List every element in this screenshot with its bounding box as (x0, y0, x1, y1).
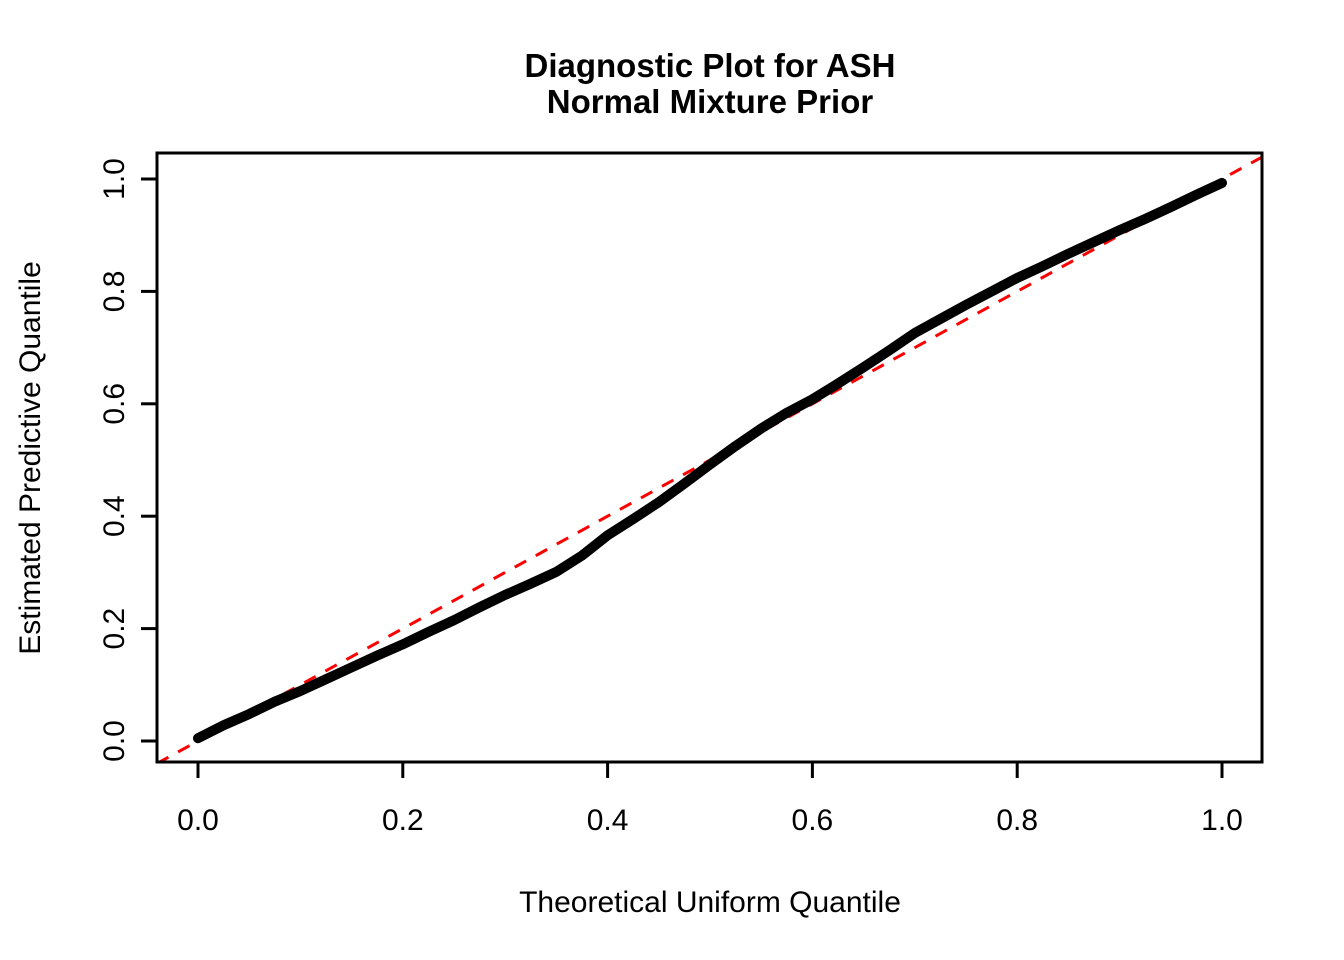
x-tick-label: 0.8 (996, 804, 1038, 837)
quantile-curve-group (193, 177, 1227, 744)
x-tick-label: 0.0 (177, 804, 219, 837)
quantile-curve (193, 177, 1227, 744)
x-tick-label: 0.6 (792, 804, 834, 837)
y-tick-label: 0.0 (98, 720, 131, 762)
y-tick-label: 0.2 (98, 608, 131, 650)
x-tick-label: 1.0 (1201, 804, 1243, 837)
x-axis-label: Theoretical Uniform Quantile (519, 886, 901, 919)
x-tick-label: 0.2 (382, 804, 424, 837)
y-tick-label: 0.6 (98, 383, 131, 425)
plot-box (155, 151, 1264, 764)
x-tick-label: 0.4 (587, 804, 629, 837)
chart-title-line1: Diagnostic Plot for ASH (525, 47, 896, 84)
chart-title-line2: Normal Mixture Prior (547, 83, 874, 120)
x-axis-ticks: 0.0 0.2 0.4 0.6 0.8 1.0 (177, 762, 1243, 837)
y-tick-label: 0.8 (98, 271, 131, 313)
y-axis-label: Estimated Predictive Quantile (14, 261, 47, 655)
y-tick-label: 0.4 (98, 495, 131, 537)
y-tick-label: 1.0 (98, 158, 131, 200)
y-axis-ticks: 0.0 0.2 0.4 0.6 0.8 1.0 (98, 158, 157, 762)
